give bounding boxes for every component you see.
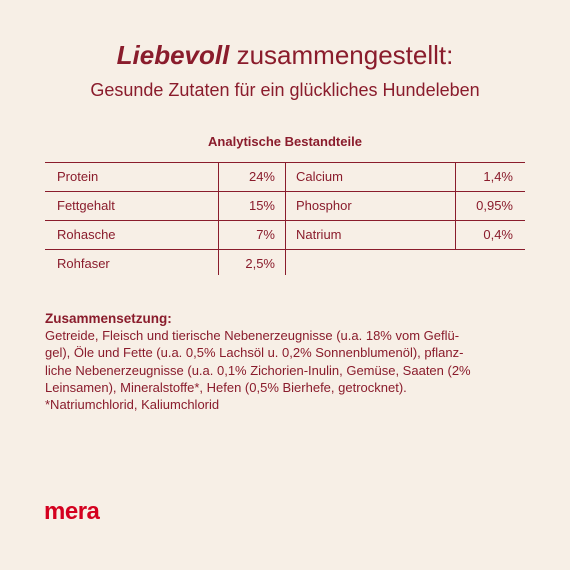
composition-line: Getreide, Fleisch und tierische Nebenerz…	[45, 328, 460, 343]
title-rest: zusammengestellt:	[236, 40, 454, 70]
table-cell: Calcium	[296, 169, 343, 184]
table-title: Analytische Bestandteile	[208, 134, 362, 149]
table-cell: 7%	[256, 227, 275, 242]
rule	[455, 162, 456, 249]
table-cell: 0,95%	[476, 198, 513, 213]
table-cell: Fettgehalt	[57, 198, 115, 213]
table-cell: 24%	[248, 169, 275, 184]
composition-line: Leinsamen), Mineralstoffe*, Hefen (0,5% …	[45, 379, 407, 395]
table-cell: 0,4%	[483, 227, 513, 242]
title-emphasis: Liebevoll	[116, 40, 230, 70]
composition-line: gel), Öle und Fette (u.a. 0,5% Lachsöl u…	[45, 345, 464, 361]
table-cell: Natrium	[296, 227, 342, 242]
logo: mera	[44, 498, 100, 525]
table-cell: Rohasche	[57, 227, 116, 242]
composition-heading: Zusammensetzung:	[45, 311, 172, 326]
rule	[285, 162, 286, 275]
subtitle: Gesunde Zutaten für ein glückliches Hund…	[90, 80, 480, 100]
composition-line: *Natriumchlorid, Kaliumchlorid	[45, 397, 220, 413]
table-cell: Phosphor	[296, 198, 352, 213]
table-cell: Rohfaser	[57, 256, 110, 271]
title: Liebevoll zusammengestellt:	[0, 40, 570, 71]
rule	[218, 162, 219, 275]
table-cell: Protein	[57, 169, 99, 184]
table-cell: 15%	[248, 198, 275, 213]
table-cell: 2,5%	[245, 256, 275, 271]
composition-line: liche Nebenerzeugnisse (u.a. 0,1% Zichor…	[45, 362, 471, 378]
table-cell: 1,4%	[483, 169, 513, 184]
